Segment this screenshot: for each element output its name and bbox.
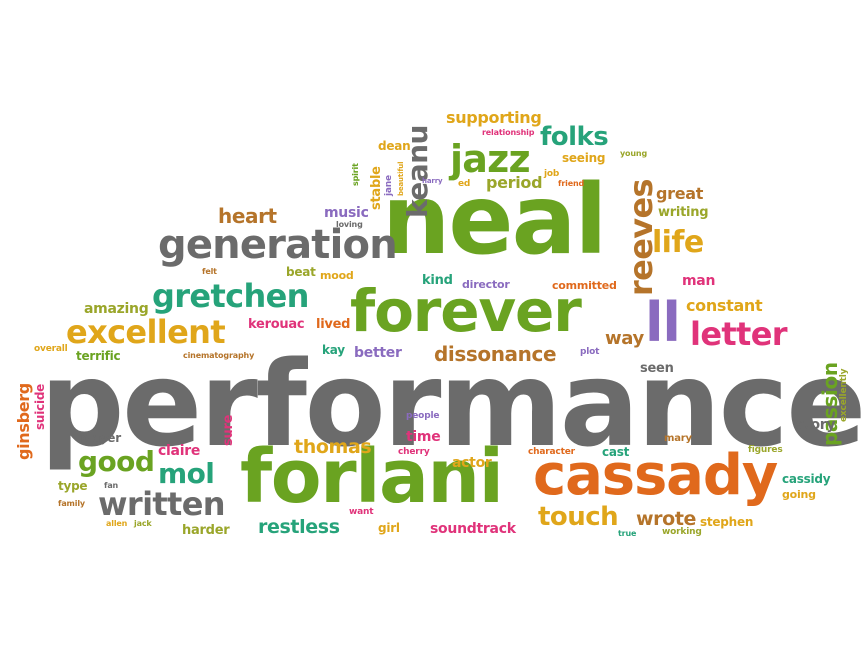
word-want: want — [349, 507, 374, 517]
word-good: good — [78, 445, 155, 478]
word-better: better — [354, 345, 402, 361]
word-great: great — [656, 184, 704, 203]
word-gretchen: gretchen — [152, 277, 309, 315]
word-kay: kay — [322, 343, 345, 357]
word-people: people — [406, 411, 440, 421]
word-way: way — [605, 328, 644, 349]
word-going: going — [782, 488, 816, 501]
word-figures: figures — [748, 445, 783, 455]
word-committed: committed — [552, 279, 617, 292]
word-young: young — [620, 149, 648, 158]
word-terrific: terrific — [76, 349, 121, 363]
word-relationship: relationship — [482, 128, 535, 137]
word-jazz: jazz — [450, 137, 531, 181]
word-dissonance: dissonance — [434, 342, 557, 366]
word-wrote: wrote — [636, 508, 697, 530]
word-story: story — [796, 417, 836, 433]
word-allen: allen — [106, 519, 128, 528]
word-seen: seen — [640, 361, 674, 376]
word-generation: generation — [158, 222, 398, 268]
word-constant: constant — [686, 296, 763, 315]
word-restless: restless — [258, 516, 340, 538]
word-lived: lived — [316, 317, 351, 332]
word-period: period — [486, 173, 543, 192]
word-passion: passion — [818, 362, 842, 446]
word-cassady: cassady — [533, 443, 778, 508]
word-felt: felt — [202, 267, 217, 276]
word-life: life — [652, 225, 704, 260]
word-director: director — [462, 278, 510, 291]
word-harry: harry — [422, 177, 443, 185]
word-cherry: cherry — [398, 447, 430, 457]
word-fan: fan — [104, 481, 119, 490]
word-character: character — [528, 447, 575, 457]
word-harder: harder — [182, 523, 230, 538]
word-touch: touch — [538, 502, 619, 532]
word-stable: stable — [369, 166, 384, 210]
word-letter: letter — [690, 315, 788, 353]
word-loving: loving — [336, 220, 363, 229]
word-jane: jane — [384, 175, 394, 196]
word-music: music — [324, 205, 369, 221]
word-mood: mood — [320, 269, 354, 282]
word-jack: jack — [134, 519, 152, 528]
word-ll: ll — [645, 291, 681, 354]
word-amazing: amazing — [84, 301, 149, 317]
word-player: player — [80, 431, 121, 445]
word-man: man — [682, 273, 716, 289]
word-sure: sure — [221, 414, 236, 446]
word-spirit: spirit — [351, 163, 360, 186]
word-kerouac: kerouac — [248, 317, 305, 332]
word-suicide: suicide — [33, 383, 47, 430]
word-time: time — [406, 429, 441, 445]
word-thomas: thomas — [294, 436, 372, 458]
word-performance: performance — [40, 335, 864, 473]
word-excellent: excellent — [66, 313, 226, 351]
word-written: written — [98, 485, 226, 523]
word-cinematography: cinematography — [183, 351, 255, 360]
word-forever: forever — [350, 277, 582, 345]
word-ginsberg: ginsberg — [14, 383, 33, 460]
word-friend: friend — [558, 179, 585, 188]
word-working: working — [662, 527, 702, 537]
word-neal: neal — [382, 164, 607, 276]
word-seeing: seeing — [562, 151, 606, 165]
word-forlani: forlani — [240, 434, 504, 520]
word-writing: writing — [658, 205, 709, 220]
word-cassidy: cassidy — [782, 472, 831, 486]
word-beautiful: beautiful — [397, 161, 405, 196]
word-type: type — [58, 479, 88, 493]
word-job: job — [544, 169, 560, 179]
word-dean: dean — [378, 139, 411, 153]
word-claire: claire — [158, 443, 201, 459]
word-stephen: stephen — [700, 515, 754, 529]
word-ed: ed — [458, 179, 471, 189]
word-heart: heart — [218, 204, 277, 228]
word-supporting: supporting — [446, 108, 542, 127]
word-true: true — [618, 529, 637, 538]
word-folks: folks — [540, 122, 609, 152]
word-actor: actor — [452, 455, 492, 471]
word-beat: beat — [286, 265, 316, 279]
word-plot: plot — [580, 347, 600, 357]
word-girl: girl — [378, 521, 400, 535]
word-soundtrack: soundtrack — [430, 521, 516, 537]
word-excellently: excellently — [839, 368, 849, 422]
word-mol: mol — [158, 457, 215, 490]
word-overall: overall — [34, 344, 68, 354]
word-kind: kind — [422, 273, 453, 288]
word-cast: cast — [602, 445, 630, 459]
word-family: family — [58, 499, 85, 508]
word-mary: mary — [664, 433, 692, 444]
